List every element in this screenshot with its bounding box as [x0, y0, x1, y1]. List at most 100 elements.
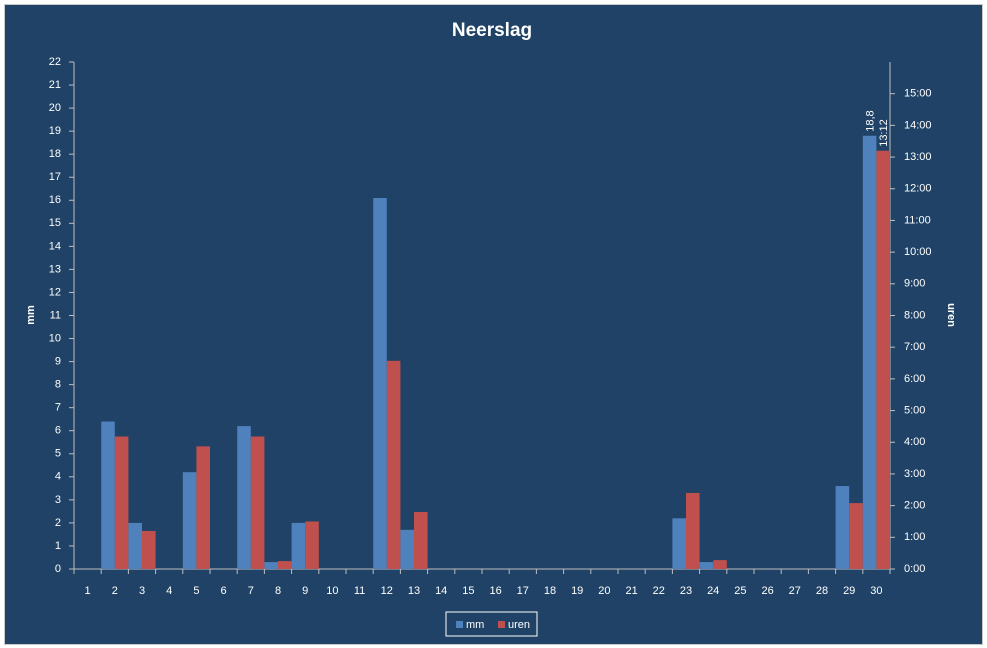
x-tick-label: 5 — [193, 585, 199, 597]
x-tick-label: 13 — [408, 585, 420, 597]
x-tick-label: 2 — [112, 585, 118, 597]
y-tick-label: 22 — [49, 56, 61, 68]
x-tick-label: 23 — [680, 585, 692, 597]
y-tick-label: 6 — [55, 425, 61, 437]
x-tick-label: 25 — [734, 585, 746, 597]
x-tick-label: 4 — [166, 585, 172, 597]
y2-tick-label: 9:00 — [904, 278, 925, 290]
x-tick-label: 12 — [381, 585, 393, 597]
x-tick-label: 15 — [462, 585, 474, 597]
x-tick-label: 9 — [302, 585, 308, 597]
y2-tick-label: 4:00 — [904, 436, 925, 448]
bar — [686, 492, 700, 569]
y-tick-label: 12 — [49, 286, 61, 298]
x-tick-label: 22 — [653, 585, 665, 597]
bar — [114, 436, 129, 569]
y-tick-label: 14 — [49, 240, 61, 252]
y2-tick-label: 11:00 — [904, 214, 931, 226]
x-tick-label: 3 — [139, 585, 145, 597]
x-tick-label: 18 — [544, 585, 556, 597]
x-tick-label: 30 — [870, 585, 882, 597]
legend-swatch — [456, 621, 463, 628]
bar — [849, 503, 863, 569]
chart-area — [4, 4, 983, 645]
y-tick-label: 21 — [49, 79, 61, 91]
x-tick-label: 8 — [275, 585, 281, 597]
y-tick-label: 20 — [49, 102, 61, 114]
y2-tick-label: 1:00 — [904, 531, 925, 543]
bar — [414, 511, 428, 569]
legend-label: uren — [508, 619, 530, 631]
y-tick-label: 7 — [55, 402, 61, 414]
y2-tick-label: 13:00 — [904, 151, 932, 163]
y2-tick-label: 5:00 — [904, 404, 925, 416]
y-tick-label: 18 — [49, 148, 61, 160]
y2-tick-label: 2:00 — [904, 500, 925, 512]
y-tick-label: 15 — [49, 217, 61, 229]
x-tick-label: 28 — [816, 585, 828, 597]
y-axis-title: mm — [25, 305, 37, 325]
bar — [876, 150, 890, 569]
x-tick-label: 17 — [517, 585, 529, 597]
bar — [128, 522, 142, 569]
y-tick-label: 0 — [55, 563, 61, 575]
y-tick-label: 16 — [49, 194, 61, 206]
data-label: 18,8 — [865, 110, 877, 131]
x-tick-label: 1 — [85, 585, 91, 597]
bar — [182, 472, 197, 569]
bar — [862, 135, 877, 569]
y-tick-label: 11 — [50, 309, 61, 321]
x-tick-label: 7 — [248, 585, 254, 597]
x-tick-label: 14 — [435, 585, 447, 597]
x-tick-label: 29 — [843, 585, 855, 597]
y2-tick-label: 10:00 — [904, 246, 932, 258]
x-tick-label: 11 — [354, 585, 365, 597]
y2-tick-label: 3:00 — [904, 468, 925, 480]
y-tick-label: 5 — [55, 448, 61, 460]
y-tick-label: 19 — [49, 125, 61, 137]
y2-axis-title: uren — [945, 303, 957, 327]
chart-title: Neerslag — [452, 20, 532, 41]
bar — [142, 530, 156, 569]
x-tick-label: 19 — [571, 585, 583, 597]
bar — [713, 560, 727, 569]
y-tick-label: 1 — [55, 540, 61, 552]
x-tick-label: 10 — [326, 585, 338, 597]
legend-label: mm — [466, 619, 484, 631]
y-tick-label: 4 — [55, 471, 61, 483]
x-tick-label: 16 — [489, 585, 501, 597]
y2-tick-label: 15:00 — [904, 88, 932, 100]
x-tick-label: 24 — [707, 585, 719, 597]
y2-tick-label: 7:00 — [904, 341, 925, 353]
x-tick-label: 27 — [789, 585, 801, 597]
bar — [672, 518, 686, 569]
y-tick-label: 17 — [49, 171, 61, 183]
bar — [278, 561, 292, 569]
bar — [196, 446, 210, 569]
bar — [291, 522, 306, 569]
y-tick-label: 2 — [55, 517, 61, 529]
bar — [237, 426, 251, 569]
bar — [305, 521, 319, 569]
y-tick-label: 3 — [55, 494, 61, 506]
y-tick-label: 9 — [55, 355, 61, 367]
y2-tick-label: 0:00 — [904, 563, 925, 575]
bar — [373, 197, 387, 569]
y2-tick-label: 14:00 — [904, 119, 932, 131]
bar — [250, 436, 265, 569]
y-tick-label: 13 — [49, 263, 61, 275]
bar — [699, 562, 714, 569]
x-tick-label: 21 — [625, 585, 637, 597]
x-tick-label: 6 — [221, 585, 227, 597]
y-tick-label: 10 — [49, 332, 61, 344]
y2-tick-label: 6:00 — [904, 373, 925, 385]
bar — [400, 529, 414, 569]
x-tick-label: 26 — [761, 585, 773, 597]
bar — [101, 421, 115, 569]
bar — [835, 486, 850, 569]
x-tick-label: 20 — [598, 585, 610, 597]
y2-tick-label: 12:00 — [904, 183, 932, 195]
legend-swatch — [498, 621, 505, 628]
